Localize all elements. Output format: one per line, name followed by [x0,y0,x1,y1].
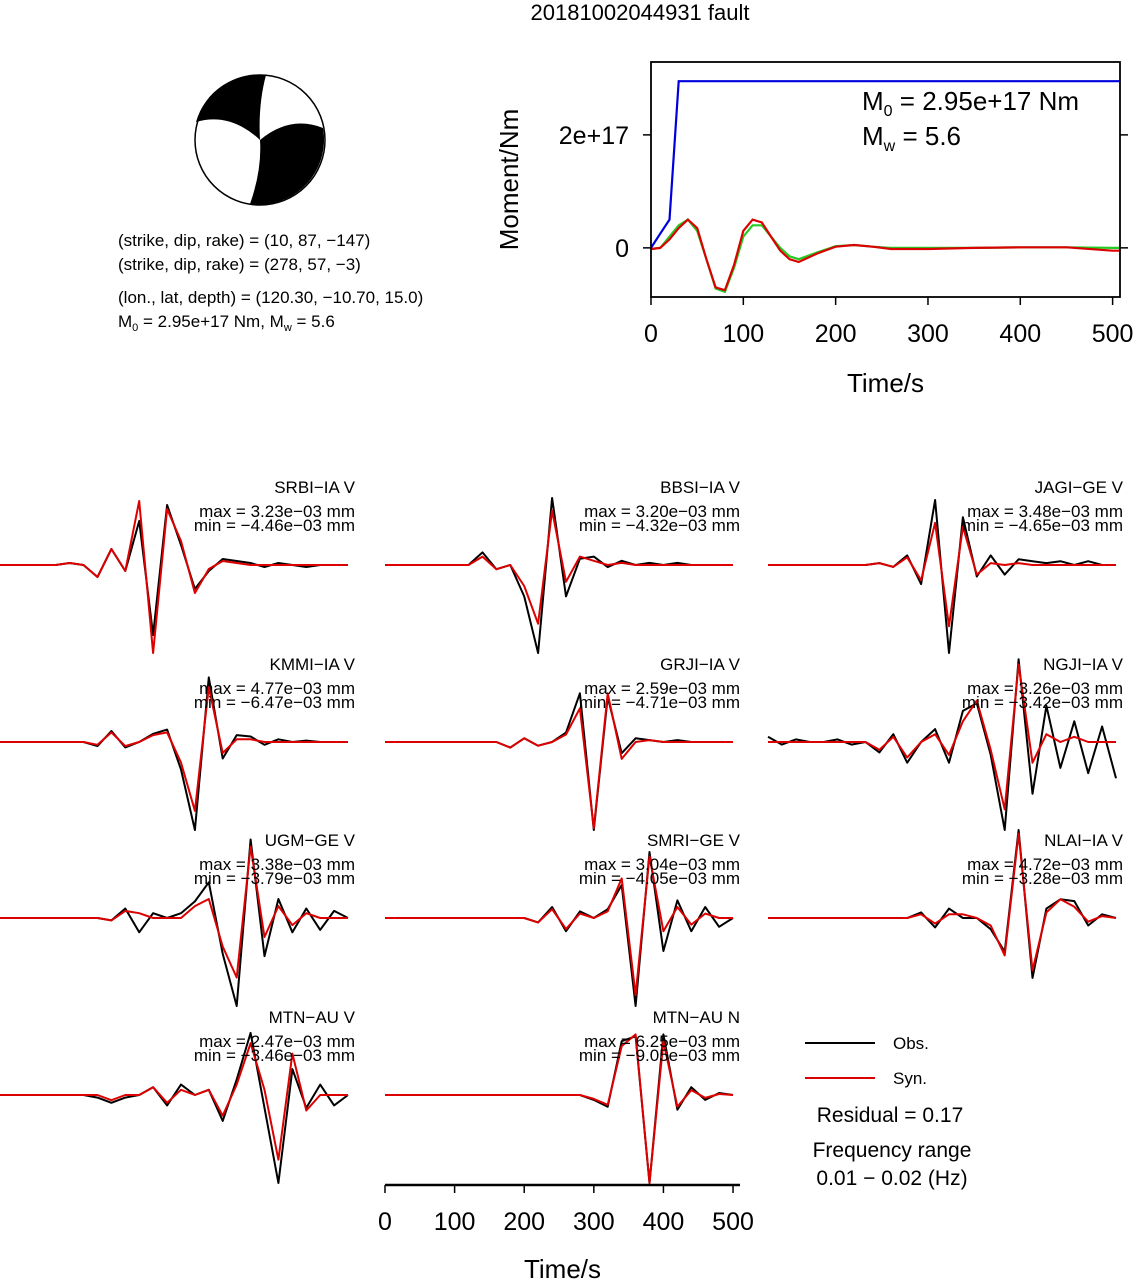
text: M [862,86,884,116]
frequency-title: Frequency range [813,1139,972,1162]
y-axis-label: Moment/Nm [494,109,524,251]
max-label: max = 3.04e−03 mm [584,855,740,874]
max-label: max = 4.72e−03 mm [967,855,1123,874]
y-tick-label: 2e+17 [559,122,629,150]
subscript: w [283,322,292,334]
y-tick-label: 0 [615,235,629,263]
syn-trace [768,663,1116,811]
min-label: min = −3.42e−03 mm [962,693,1123,712]
text: = 2.95e+17 Nm [893,86,1079,116]
min-label: min = −4.32e−03 mm [579,516,740,535]
subscript: 0 [132,322,138,334]
syn-trace [768,832,1117,972]
station-name: GRJI−IA V [660,655,740,674]
min-label: min = −3.28e−03 mm [962,869,1123,888]
min-label: min = −3.46e−03 mm [194,1046,355,1065]
annotation: M0 = 2.95e+17 Nm [862,86,1079,120]
moment-line: M0 = 2.95e+17 Nm, Mw = 5.6 [118,312,335,334]
moment-curve [650,218,1120,294]
subscript: 0 [884,103,893,120]
max-label: max = 3.26e−03 mm [967,679,1123,698]
syn-trace [385,1033,734,1184]
min-label: min = −6.47e−03 mm [194,693,355,712]
syn-trace [385,509,733,625]
residual: Residual = 0.17 [817,1104,964,1127]
syn-trace [385,692,733,830]
x-tick-label: 0 [644,320,658,348]
min-label: min = −4.05e−03 mm [579,869,740,888]
x-tick-label: 0 [378,1208,392,1236]
min-label: min = −9.05e−03 mm [579,1046,740,1065]
obs-trace [385,692,733,831]
station-name: BBSI−IA V [660,478,741,497]
focal-line: (lon., lat, depth) = (120.30, −10.70, 15… [118,288,423,307]
x-tick-label: 200 [815,320,857,348]
text: = 5.6 [292,312,335,331]
syn-trace [385,855,733,996]
x-tick-label: 400 [643,1208,685,1236]
station-name: JAGI−GE V [1035,478,1124,497]
station-name: MTN−AU V [269,1008,356,1027]
syn-trace [0,500,348,654]
x-tick-label: 500 [1092,320,1134,348]
station-name: UGM−GE V [265,831,356,850]
max-label: max = 4.77e−03 mm [199,679,355,698]
station-name: SRBI−IA V [274,478,355,497]
x-tick-label: 200 [503,1208,545,1236]
max-label: max = 6.25e−03 mm [584,1032,740,1051]
max-label: max = 3.38e−03 mm [199,855,355,874]
text: = 2.95e+17 Nm, M [138,312,284,331]
max-label: max = 2.47e−03 mm [199,1032,355,1051]
legend-label: Obs. [893,1034,929,1053]
focal-line: (strike, dip, rake) = (10, 87, −147) [118,231,370,250]
min-label: min = −4.46e−03 mm [194,516,355,535]
x-tick-label: 100 [434,1208,476,1236]
page-title: 20181002044931 fault [531,0,750,25]
max-label: max = 3.48e−03 mm [967,502,1123,521]
x-tick-label: 300 [907,320,949,348]
min-label: min = −4.71e−03 mm [579,693,740,712]
max-label: max = 2.59e−03 mm [584,679,740,698]
station-name: MTN−AU N [653,1008,740,1027]
legend-label: Syn. [893,1069,927,1088]
x-tick-label: 500 [712,1208,754,1236]
max-label: max = 3.20e−03 mm [584,502,740,521]
syn-trace [0,845,348,979]
beachball [194,74,326,206]
station-name: SMRI−GE V [647,831,741,850]
max-label: max = 3.23e−03 mm [199,502,355,521]
syn-trace [768,521,1116,628]
focal-line: (strike, dip, rake) = (278, 57, −3) [118,255,361,274]
syn-trace [0,686,348,812]
x-axis-label: Time/s [524,1254,601,1281]
frequency-range: 0.01 − 0.02 (Hz) [816,1167,967,1190]
text: M [862,121,884,151]
station-name: KMMI−IA V [270,655,356,674]
x-axis-label: Time/s [847,368,924,398]
station-name: NLAI−IA V [1044,831,1124,850]
x-tick-label: 100 [722,320,764,348]
moment-curve [650,218,1120,292]
plot-frame [650,61,1121,298]
obs-trace [768,829,1117,979]
min-label: min = −4.65e−03 mm [962,516,1123,535]
station-name: NGJI−IA V [1043,655,1123,674]
syn-trace [0,1042,348,1161]
moment-curve [650,80,1120,249]
x-tick-label: 300 [573,1208,615,1236]
annotation: Mw = 5.6 [862,121,961,155]
text: M [118,312,132,331]
min-label: min = −3.79e−03 mm [194,869,355,888]
text: = 5.6 [895,121,961,151]
subscript: w [883,138,896,155]
x-tick-label: 400 [999,320,1041,348]
